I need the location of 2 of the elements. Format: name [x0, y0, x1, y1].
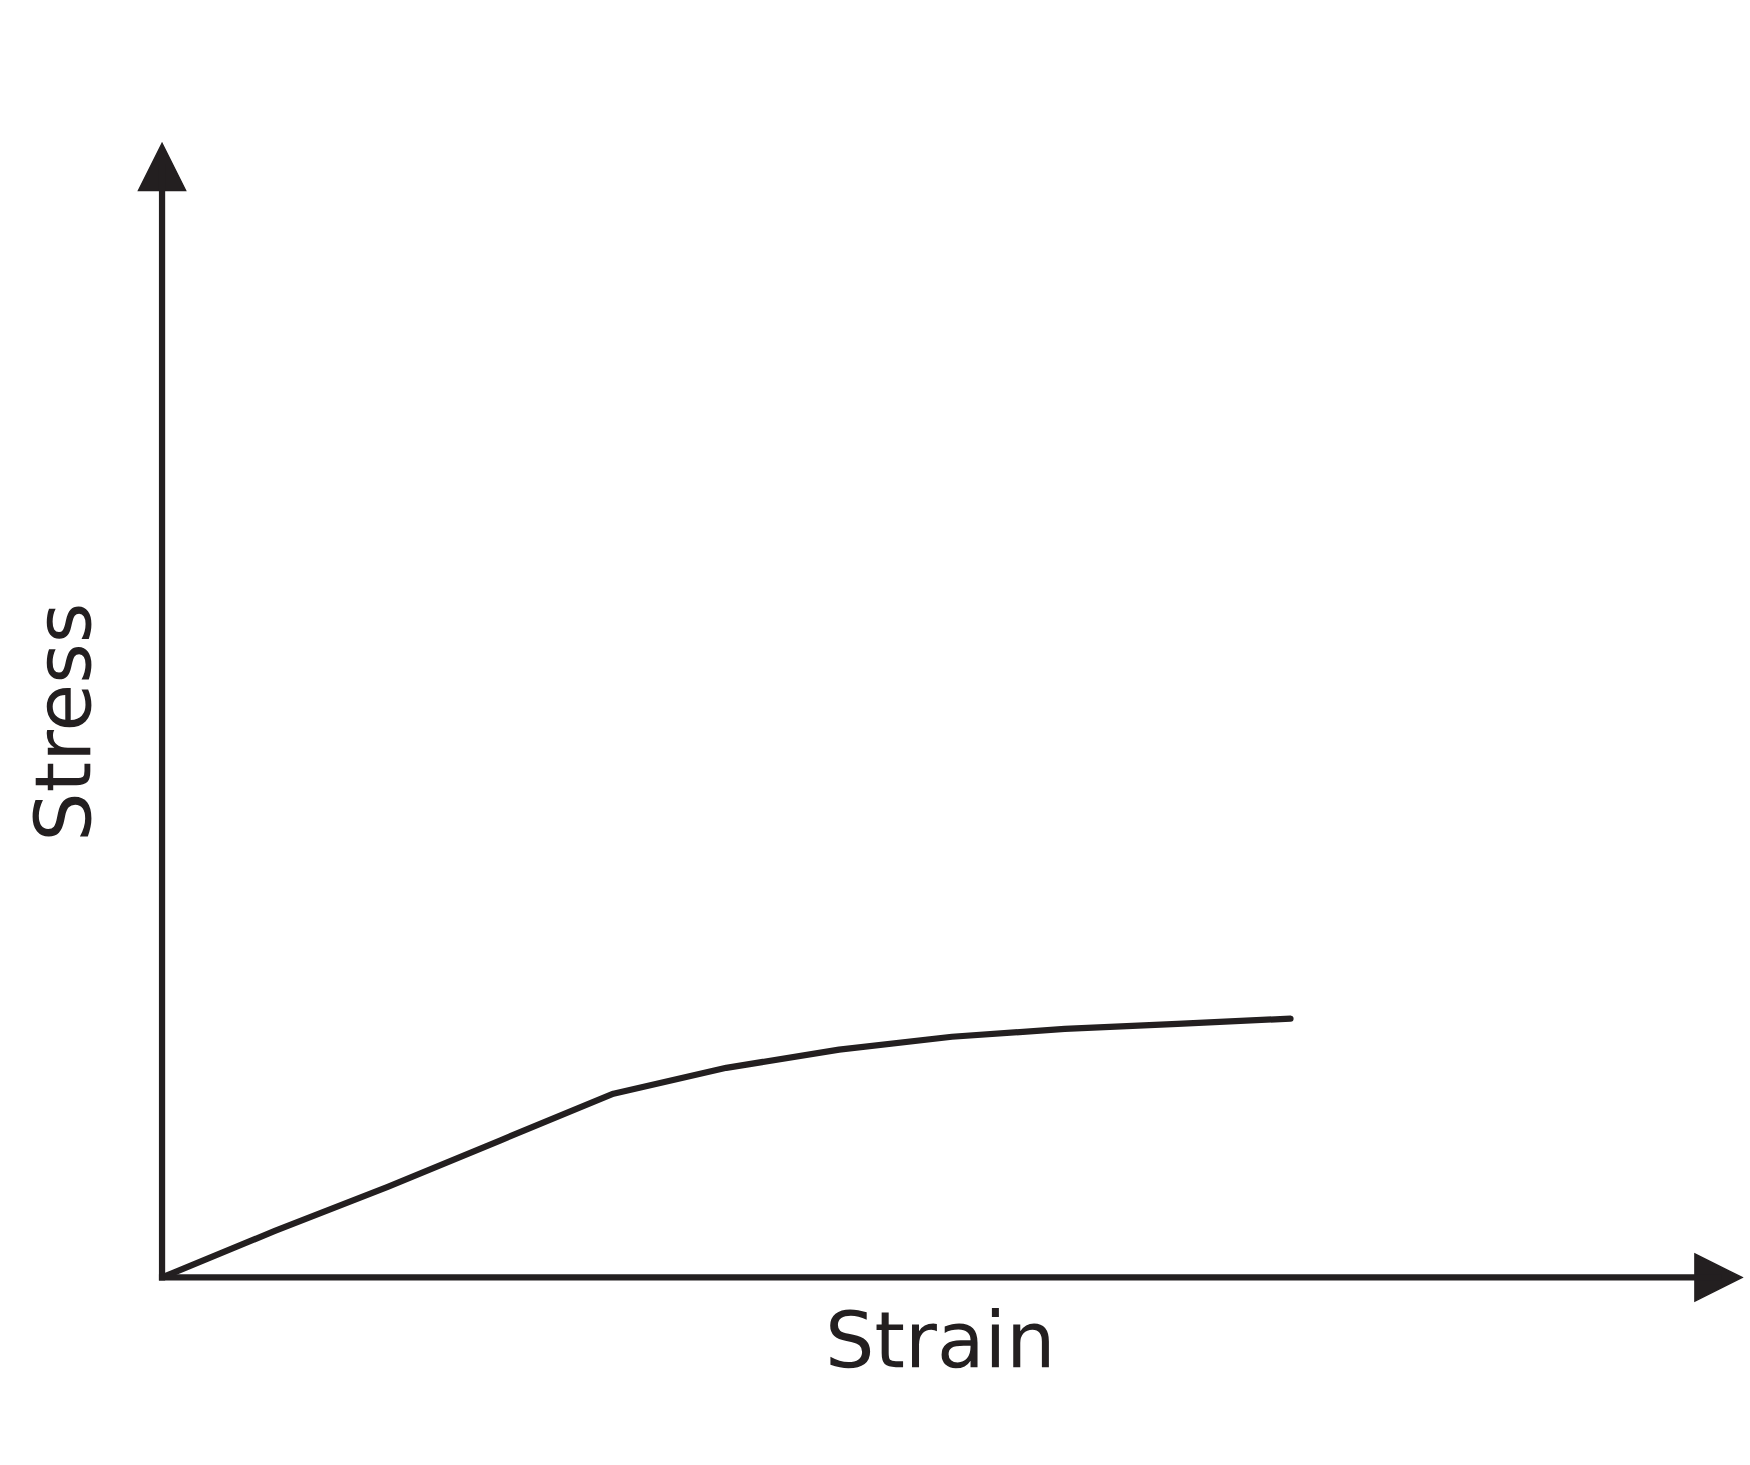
y-axis-title: Stress	[32, 606, 92, 837]
x-axis-title: Strain	[830, 1308, 1049, 1369]
